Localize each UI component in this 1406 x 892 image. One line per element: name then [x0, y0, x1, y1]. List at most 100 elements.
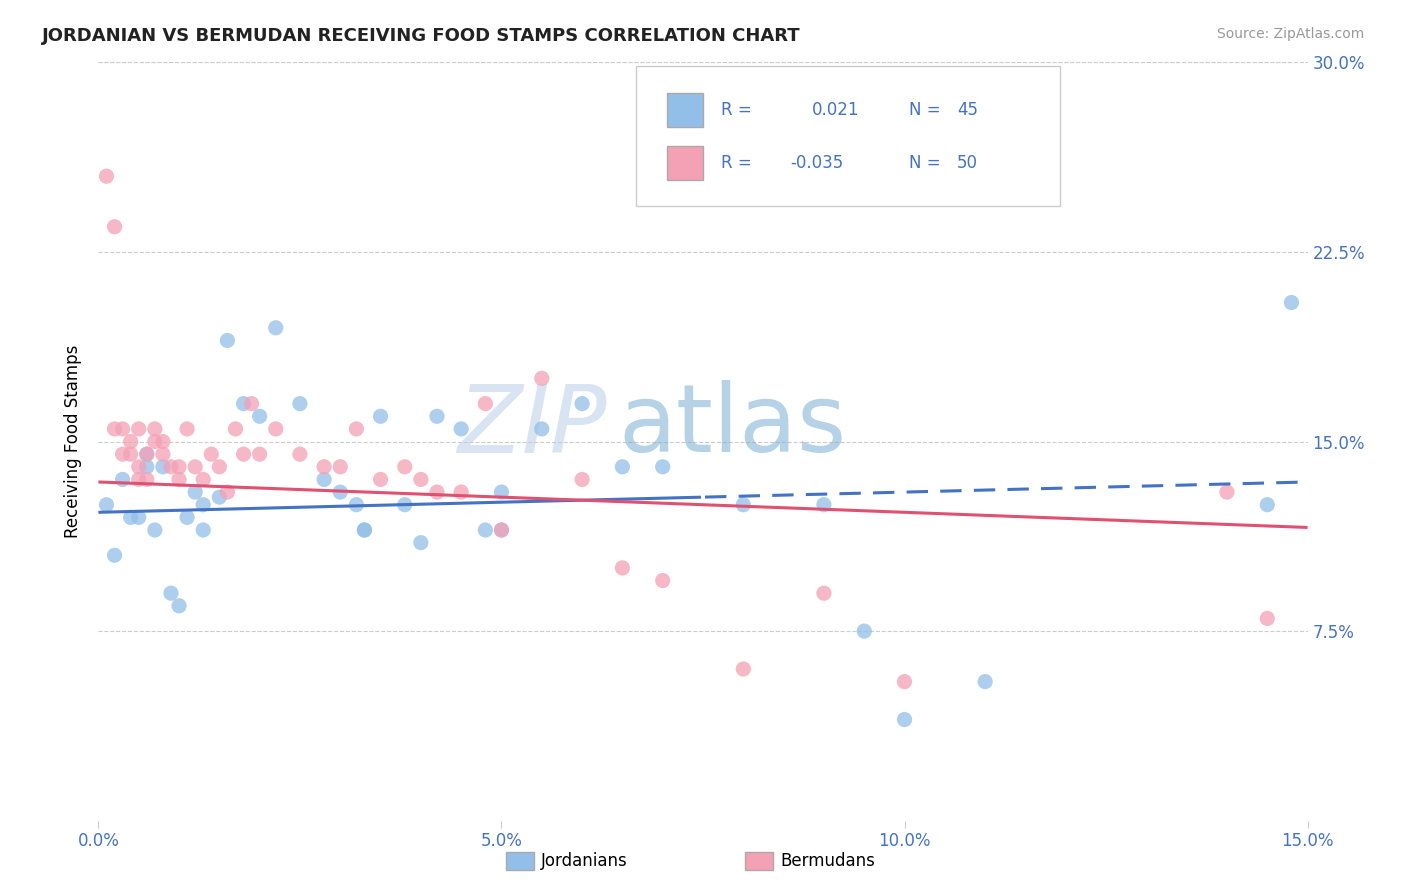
Point [314, 473, 336, 487]
Point [184, 485, 207, 500]
Point [288, 396, 311, 410]
Text: atlas: atlas [619, 380, 846, 473]
Point [450, 422, 472, 436]
Text: Jordanians: Jordanians [541, 852, 628, 870]
FancyBboxPatch shape [666, 146, 703, 180]
Point [426, 409, 449, 424]
Point [530, 371, 553, 385]
Point [426, 485, 449, 500]
Point [152, 459, 174, 474]
Point [409, 535, 432, 549]
Point [394, 459, 416, 474]
Text: -0.035: -0.035 [790, 154, 844, 172]
Text: Source: ZipAtlas.com: Source: ZipAtlas.com [1216, 27, 1364, 41]
Point [167, 473, 190, 487]
Point [450, 485, 472, 500]
Text: ZIP: ZIP [457, 381, 606, 472]
Text: 50: 50 [957, 154, 979, 172]
Point [152, 447, 174, 461]
Point [208, 459, 231, 474]
Point [111, 422, 134, 436]
Point [571, 396, 593, 410]
Text: N =: N = [908, 154, 941, 172]
Point [974, 674, 997, 689]
Point [853, 624, 876, 639]
Point [314, 459, 336, 474]
Point [288, 447, 311, 461]
Point [232, 396, 254, 410]
Point [103, 422, 125, 436]
Point [813, 498, 835, 512]
Point [96, 498, 118, 512]
Text: N =: N = [908, 101, 941, 120]
Point [193, 498, 215, 512]
Point [491, 485, 513, 500]
Point [143, 523, 166, 537]
Point [370, 409, 392, 424]
Point [264, 422, 287, 436]
Y-axis label: Receiving Food Stamps: Receiving Food Stamps [65, 345, 83, 538]
Point [128, 473, 150, 487]
Point [1281, 295, 1303, 310]
Point [893, 674, 915, 689]
Text: Bermudans: Bermudans [780, 852, 875, 870]
Text: R =: R = [721, 154, 752, 172]
Point [128, 422, 150, 436]
Point [329, 485, 352, 500]
Point [176, 422, 198, 436]
Point [353, 523, 375, 537]
Point [193, 473, 215, 487]
Point [240, 396, 263, 410]
Point [167, 599, 190, 613]
Point [217, 334, 239, 348]
Point [571, 473, 593, 487]
Point [103, 219, 125, 234]
Point [224, 422, 246, 436]
Point [160, 586, 183, 600]
Point [143, 422, 166, 436]
Point [1256, 611, 1278, 625]
Text: R =: R = [721, 101, 752, 120]
Point [530, 422, 553, 436]
Point [370, 473, 392, 487]
Point [232, 447, 254, 461]
Point [249, 447, 271, 461]
Point [329, 459, 352, 474]
Point [111, 447, 134, 461]
Point [120, 447, 142, 461]
Point [128, 459, 150, 474]
Point [120, 510, 142, 524]
Point [200, 447, 222, 461]
Point [184, 459, 207, 474]
Point [217, 485, 239, 500]
Point [651, 574, 673, 588]
Point [111, 473, 134, 487]
Text: 45: 45 [957, 101, 979, 120]
Point [1216, 485, 1239, 500]
Point [135, 447, 157, 461]
Point [491, 523, 513, 537]
Text: 0.021: 0.021 [811, 101, 859, 120]
Point [208, 490, 231, 504]
Point [612, 459, 634, 474]
Point [135, 473, 157, 487]
Point [733, 662, 755, 676]
Point [264, 320, 287, 334]
FancyBboxPatch shape [666, 93, 703, 128]
Point [143, 434, 166, 449]
Point [1256, 498, 1278, 512]
Text: JORDANIAN VS BERMUDAN RECEIVING FOOD STAMPS CORRELATION CHART: JORDANIAN VS BERMUDAN RECEIVING FOOD STA… [42, 27, 801, 45]
Point [344, 422, 367, 436]
Point [344, 498, 367, 512]
Point [409, 473, 432, 487]
Point [733, 498, 755, 512]
Point [160, 459, 183, 474]
Point [612, 561, 634, 575]
Point [128, 510, 150, 524]
Point [474, 396, 496, 410]
Point [176, 510, 198, 524]
Point [491, 523, 513, 537]
Point [193, 523, 215, 537]
Point [152, 434, 174, 449]
Point [474, 523, 496, 537]
